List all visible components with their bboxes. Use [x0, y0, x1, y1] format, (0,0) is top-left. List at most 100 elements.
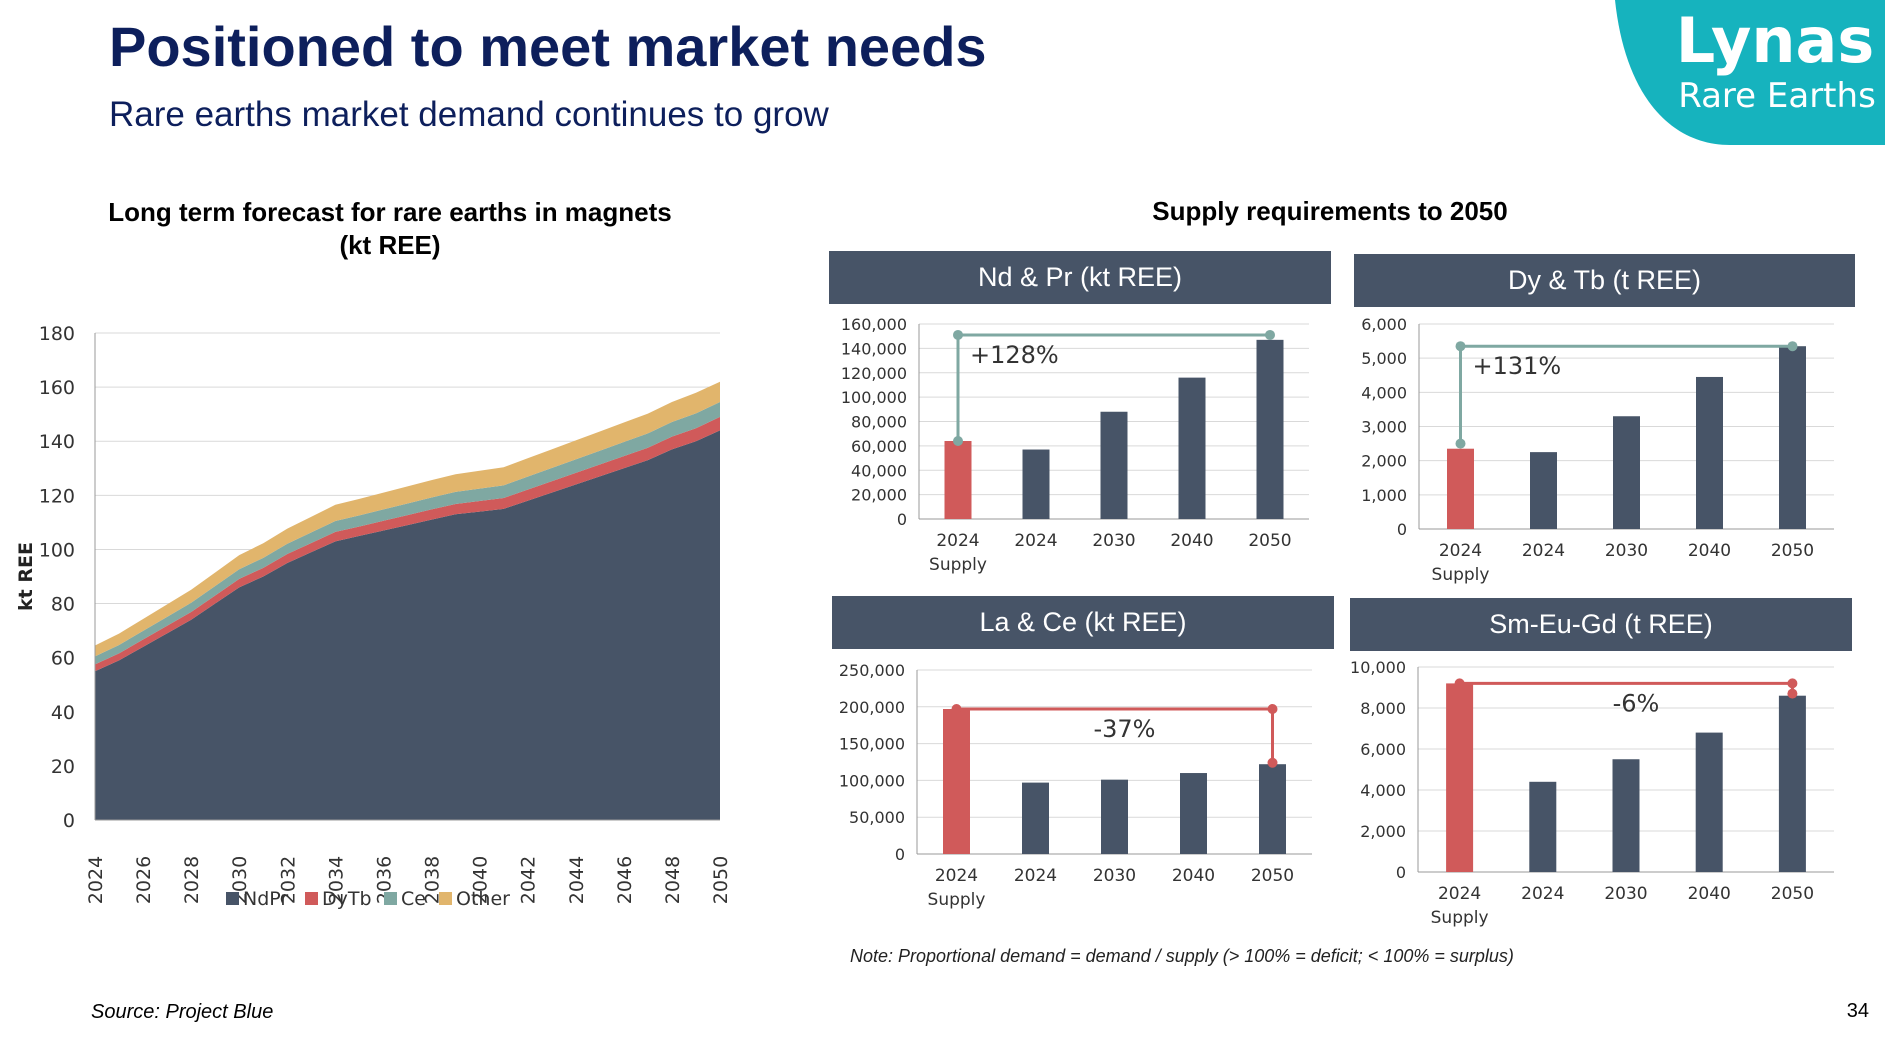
smeugd-xtick-label: 2030 [1604, 884, 1647, 904]
dytb-xtick-label: 2024 [1439, 541, 1482, 561]
supply-section-title: Supply requirements to 2050 [1152, 196, 1508, 226]
ndpr-annotation-dot [1265, 329, 1275, 340]
ndpr-xtick-label: 2040 [1170, 531, 1213, 551]
magnets-area-dytb [95, 416, 720, 672]
magnets-ytick-label: 100 [39, 539, 75, 561]
ndpr-ytick-label: 120,000 [841, 364, 907, 383]
magnets-xtick-label: 2024 [85, 856, 107, 904]
ndpr-bar-chart: 0 20,000 40,000 60,000 80,000 100,000 120,000 1… [841, 315, 1309, 575]
lace-bar [1259, 764, 1286, 854]
lace-bar [1180, 773, 1207, 854]
dytb-annotation-dot [1455, 341, 1466, 352]
dytb-ytick-label: 2,000 [1361, 452, 1407, 471]
smeugd-annotation-dot [1787, 688, 1798, 699]
ndpr-annotation-label: +128% [970, 341, 1059, 369]
ndpr-chart-header: Nd & Pr (kt REE) [829, 251, 1331, 304]
lace-bar [1022, 782, 1049, 854]
ndpr-ytick-label: 0 [897, 510, 907, 529]
ndpr-bar [1178, 377, 1206, 519]
smeugd-bar-chart: 0 2,000 4,000 6,000 8,000 10,000 2024 Supply 202… [1350, 658, 1834, 928]
lace-xtick-label: 2030 [1093, 866, 1136, 886]
magnets-ytick-label: 40 [51, 702, 75, 724]
lace-xtick-label: 2040 [1172, 866, 1215, 886]
smeugd-annotation-dot [1787, 678, 1798, 689]
magnets-xtick-label: 2038 [422, 856, 444, 904]
dytb-bar-chart: 0 1,000 2,000 3,000 4,000 5,000 6,000 2024 Suppl… [1361, 315, 1834, 585]
magnets-ytick-label: 120 [39, 485, 75, 507]
dytb-xtick-label: 2050 [1771, 541, 1814, 561]
lace-chart-header: La & Ce (kt REE) [832, 596, 1334, 649]
dytb-annotation-label: +131% [1473, 352, 1562, 380]
smeugd-bar [1612, 759, 1640, 872]
magnets-area-other [95, 381, 720, 657]
ndpr-bar [1256, 339, 1284, 519]
lace-bar-chart: 0 50,000 100,000 150,000 200,000 250,000 2024 S… [839, 661, 1312, 910]
magnets-y-axis-title: kt REE [15, 542, 37, 611]
magnets-ytick-label: 60 [51, 648, 75, 670]
smeugd-chart-header: Sm-Eu-Gd (t REE) [1350, 598, 1852, 651]
dytb-ytick-label: 5,000 [1361, 349, 1407, 368]
lace-ytick-label: 250,000 [839, 661, 905, 680]
lace-ytick-label: 50,000 [849, 808, 905, 827]
magnets-xtick-label: 2042 [518, 856, 540, 904]
smeugd-xtick-label: 2040 [1688, 884, 1731, 904]
dytb-ytick-label: 0 [1397, 520, 1407, 539]
lace-bar [943, 709, 970, 854]
lynas-logo: Lynas Rare Earths [1615, 0, 1885, 145]
lace-bar [1101, 779, 1128, 854]
smeugd-annotation-label: -6% [1613, 689, 1660, 717]
logo-background [1615, 0, 1885, 145]
ndpr-ytick-label: 160,000 [841, 315, 907, 334]
lace-annotation-dot [1267, 704, 1278, 715]
dytb-ytick-label: 4,000 [1361, 383, 1407, 402]
lace-xtick-label: 2050 [1251, 866, 1294, 886]
smeugd-annotation-dot [1454, 678, 1465, 689]
dytb-bar [1447, 448, 1474, 529]
dytb-xtick-label: 2024 [1522, 541, 1565, 561]
logo-line2: Rare Earths [1678, 76, 1876, 116]
dytb-xtick-label: 2040 [1688, 541, 1731, 561]
smeugd-bar [1446, 683, 1474, 872]
logo-line1: Lynas [1676, 4, 1875, 77]
legend-swatch-ndpr [226, 892, 239, 905]
ndpr-ytick-label: 40,000 [851, 461, 907, 480]
ndpr-ytick-label: 80,000 [851, 413, 907, 432]
magnets-ytick-label: 180 [39, 323, 75, 345]
smeugd-ytick-label: 4,000 [1360, 781, 1406, 800]
magnets-xtick-label: 2028 [181, 856, 203, 904]
legend-swatch-dytb [305, 892, 318, 905]
magnets-xtick-label: 2044 [566, 856, 588, 904]
magnets-chart-title-line1: Long term forecast for rare earths in ma… [108, 197, 672, 227]
dytb-ytick-label: 6,000 [1361, 315, 1407, 334]
smeugd-ytick-label: 2,000 [1360, 822, 1406, 841]
ndpr-ytick-label: 20,000 [851, 486, 907, 505]
dytb-annotation-dot [1787, 341, 1798, 352]
magnets-ytick-label: 20 [51, 756, 75, 778]
dytb-xtick-label: Supply [1432, 565, 1490, 585]
lace-annotation-label: -37% [1093, 715, 1155, 743]
magnets-chart-title: Long term forecast for rare earths in ma… [60, 196, 720, 262]
legend-swatch-other [439, 892, 452, 905]
magnets-chart-title-line2: (kt REE) [339, 230, 441, 260]
footnote: Note: Proportional demand = demand / sup… [850, 946, 1514, 966]
legend-label-ndpr: NdPr [243, 888, 288, 910]
legend-label-ce: Ce [401, 888, 426, 910]
ndpr-xtick-label: 2050 [1248, 531, 1291, 551]
dytb-ytick-label: 1,000 [1361, 486, 1407, 505]
smeugd-xtick-label: 2024 [1521, 884, 1564, 904]
dytb-bar [1613, 416, 1640, 529]
dytb-bar [1779, 346, 1806, 529]
smeugd-xtick-label: 2050 [1771, 884, 1814, 904]
dytb-ytick-label: 3,000 [1361, 418, 1407, 437]
lace-annotation-dot [951, 704, 962, 715]
ndpr-bar [1022, 449, 1050, 519]
ndpr-bar [1100, 411, 1128, 519]
dytb-bar [1530, 452, 1557, 529]
magnets-ytick-label: 0 [63, 810, 75, 832]
magnets-area-ndpr [95, 430, 720, 820]
magnets-xtick-label: 2040 [470, 856, 492, 904]
smeugd-ytick-label: 8,000 [1360, 699, 1406, 718]
ndpr-annotation-dot [953, 329, 963, 340]
smeugd-xtick-label: Supply [1431, 908, 1489, 928]
